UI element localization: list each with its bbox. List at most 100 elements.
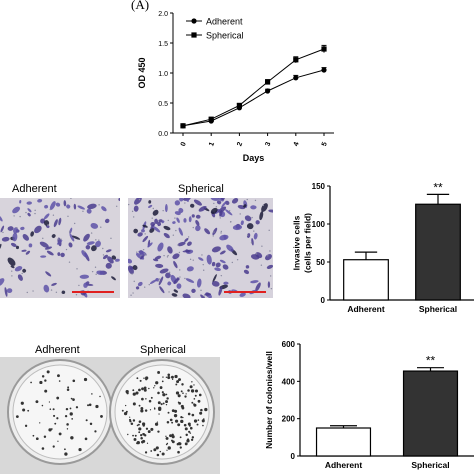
cell [173, 278, 179, 285]
colony-dot [138, 388, 141, 392]
cell [219, 259, 226, 264]
cell [102, 254, 108, 260]
cell [215, 262, 221, 268]
colony-dot [181, 383, 184, 386]
colony-dot [191, 436, 195, 439]
colony-dot [141, 397, 144, 401]
cell [195, 214, 201, 219]
cell [250, 280, 259, 284]
cell [220, 198, 225, 201]
legend-label: Adherent [206, 17, 243, 27]
pore [228, 210, 231, 212]
cell [223, 234, 227, 240]
cell [34, 225, 42, 234]
cell [196, 278, 202, 288]
x-tick-label: 1 [208, 141, 216, 147]
colony-dot [182, 416, 184, 419]
cell [49, 201, 56, 211]
cell [142, 224, 148, 228]
cell [73, 203, 77, 210]
pore [131, 210, 134, 213]
pore [130, 294, 132, 296]
pore [133, 280, 135, 283]
invasion-spherical-micrograph [128, 198, 273, 298]
cell [40, 255, 47, 258]
pore [21, 272, 23, 275]
colony-dot [191, 413, 195, 417]
cell [6, 288, 13, 293]
colony-dot [99, 395, 101, 398]
cell [104, 218, 110, 224]
invasion-spherical-label: Spherical [178, 183, 224, 195]
pore [94, 266, 97, 268]
pore [140, 255, 142, 257]
x-tick-label: Adherent [325, 460, 362, 470]
cell [39, 241, 49, 248]
data-point [265, 79, 271, 85]
cell [115, 258, 120, 262]
colony-dot [41, 404, 44, 407]
pore [158, 278, 161, 280]
colony-dot [185, 433, 188, 437]
pore [78, 284, 80, 287]
colony-dot [165, 376, 168, 378]
cell [255, 220, 260, 225]
cell [135, 286, 140, 290]
cell [7, 226, 14, 231]
cell [155, 277, 159, 282]
colony-dot [145, 427, 149, 430]
colony-dot [171, 421, 174, 424]
colony-dot [39, 422, 41, 424]
colony-dot [32, 434, 35, 437]
cell [211, 281, 220, 287]
cell [250, 205, 257, 210]
pore [136, 251, 138, 253]
cell [251, 237, 254, 246]
colony-dot [56, 417, 59, 420]
colony-dot [161, 452, 165, 456]
cell [193, 199, 202, 206]
cell [77, 205, 85, 210]
cell [68, 242, 73, 248]
colony-dot [197, 419, 200, 421]
colony-dot [165, 443, 168, 446]
cell [167, 281, 172, 286]
colony-dot [140, 406, 144, 410]
cell [58, 217, 62, 226]
x-axis-label: Days [243, 153, 265, 163]
pore [202, 263, 204, 266]
cell [185, 278, 195, 283]
cell [142, 235, 149, 243]
colony-dot [158, 413, 160, 415]
cell [22, 268, 27, 273]
colony-dot [196, 423, 199, 426]
colony-dot [143, 377, 145, 379]
colony-dot [199, 411, 203, 415]
legend-marker [191, 32, 197, 38]
pore [253, 230, 255, 232]
pore [261, 245, 263, 247]
pore [98, 204, 100, 206]
pore [184, 202, 186, 204]
colony-dot [159, 450, 162, 453]
y-tick-label: 50 [316, 258, 325, 267]
cell [111, 276, 116, 281]
colony-dot [180, 419, 184, 424]
data-point [180, 123, 186, 129]
y-tick-label: 0.0 [158, 131, 168, 138]
pore [220, 230, 223, 233]
colony-dot [184, 395, 187, 398]
pore [68, 261, 71, 263]
pore [215, 206, 218, 208]
cell [44, 204, 49, 209]
colony-dot [46, 370, 50, 374]
data-point [208, 116, 214, 122]
cell [118, 198, 120, 201]
colony-dot [193, 384, 195, 386]
cell [86, 241, 95, 246]
cell [204, 228, 211, 235]
cell [211, 246, 221, 253]
colony-dot [138, 404, 141, 407]
cell [174, 211, 181, 216]
